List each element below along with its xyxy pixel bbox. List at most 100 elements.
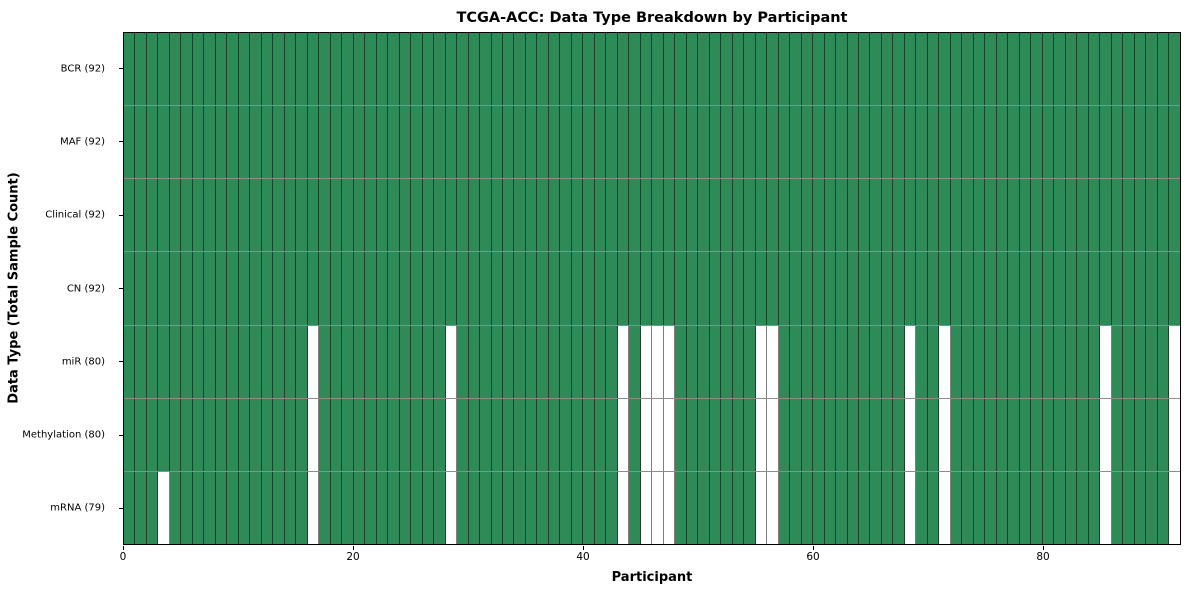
heatmap-cell [1146,471,1158,544]
heatmap-cell [859,252,871,325]
heatmap-cell [1123,33,1135,106]
heatmap-cell [158,179,170,252]
x-tick-label: 40 [576,551,590,563]
heatmap-cell [376,398,389,471]
heatmap-cell [1169,471,1180,544]
heatmap-cell [307,106,320,179]
heatmap-cell [859,471,871,544]
heatmap-cell [548,252,561,325]
heatmap-cell [985,325,997,398]
heatmap-cell [904,106,917,179]
heatmap-cell [284,471,297,544]
heatmap-cell [640,179,653,252]
heatmap-cell [284,325,297,398]
x-tick-mark [122,545,124,550]
heatmap-cell [973,471,986,544]
heatmap-cell [847,325,859,398]
heatmap-cell [996,325,1009,398]
heatmap-cell [169,33,182,106]
heatmap-cell [778,398,791,471]
heatmap-cell [1134,33,1147,106]
heatmap-cell [1054,398,1066,471]
heatmap-cell [146,33,159,106]
heatmap-cell [927,325,940,398]
heatmap-cell [146,398,159,471]
heatmap-cell [307,325,320,398]
heatmap-cell [583,471,595,544]
heatmap-cell [135,33,147,106]
heatmap-cell [261,106,274,179]
heatmap-cell [353,252,366,325]
heatmap-cell [330,179,343,252]
heatmap-cell [1042,471,1055,544]
heatmap-cell [135,398,147,471]
heatmap-cell [594,325,607,398]
heatmap-cell [1146,106,1158,179]
heatmap-cell [583,252,595,325]
heatmap-cell [502,179,515,252]
heatmap-cell [663,179,676,252]
heatmap-cell [744,106,756,179]
x-tick-mark [1042,545,1044,550]
heatmap-cell [1065,398,1078,471]
heatmap-cell [365,325,377,398]
heatmap-cell [434,106,446,179]
heatmap-cell [480,179,492,252]
heatmap-cell [273,471,285,544]
heatmap-cell [985,179,997,252]
heatmap-cell [422,398,435,471]
heatmap-cell [916,33,928,106]
heatmap-cell [767,398,779,471]
heatmap-cell [652,252,664,325]
heatmap-cell [158,325,170,398]
heatmap-cell [1065,33,1078,106]
heatmap-cell [468,398,481,471]
heatmap-cell [491,325,503,398]
heatmap-cell [457,325,469,398]
heatmap-row-maf [124,106,1180,180]
heatmap-cell [778,106,791,179]
heatmap-cell [675,252,687,325]
heatmap-cell [893,471,905,544]
heatmap-cell [480,252,492,325]
heatmap-cell [181,106,193,179]
heatmap-cell [330,325,343,398]
heatmap-cell [916,325,928,398]
heatmap-cell [732,325,745,398]
heatmap-cell [1157,398,1170,471]
heatmap-cell [181,471,193,544]
heatmap-cell [319,106,331,179]
x-tick-label: 60 [806,551,820,563]
heatmap-cell [445,106,458,179]
heatmap-cell [996,471,1009,544]
heatmap-cell [755,252,768,325]
heatmap-cell [204,179,216,252]
heatmap-cell [686,106,699,179]
heatmap-cell [1157,106,1170,179]
heatmap-cell [192,325,205,398]
heatmap-cell [962,33,974,106]
heatmap-row-mrna [124,471,1180,544]
heatmap-cell [916,106,928,179]
heatmap-cell [594,252,607,325]
heatmap-cell [1077,325,1089,398]
heatmap-cell [790,325,802,398]
heatmap-cell [468,252,481,325]
heatmap-cell [342,398,354,471]
heatmap-cell [778,179,791,252]
heatmap-cell [124,471,136,544]
heatmap-cell [284,252,297,325]
heatmap-cell [215,252,228,325]
heatmap-cell [824,33,837,106]
heatmap-cell [353,398,366,471]
heatmap-cell [192,33,205,106]
heatmap-cell [617,252,630,325]
heatmap-cell [238,33,251,106]
heatmap-cell [215,33,228,106]
heatmap-cell [836,398,848,471]
heatmap-cell [491,398,503,471]
heatmap-cell [732,33,745,106]
heatmap-cell [1054,325,1066,398]
heatmap-cell [261,179,274,252]
heatmap-cell [927,471,940,544]
